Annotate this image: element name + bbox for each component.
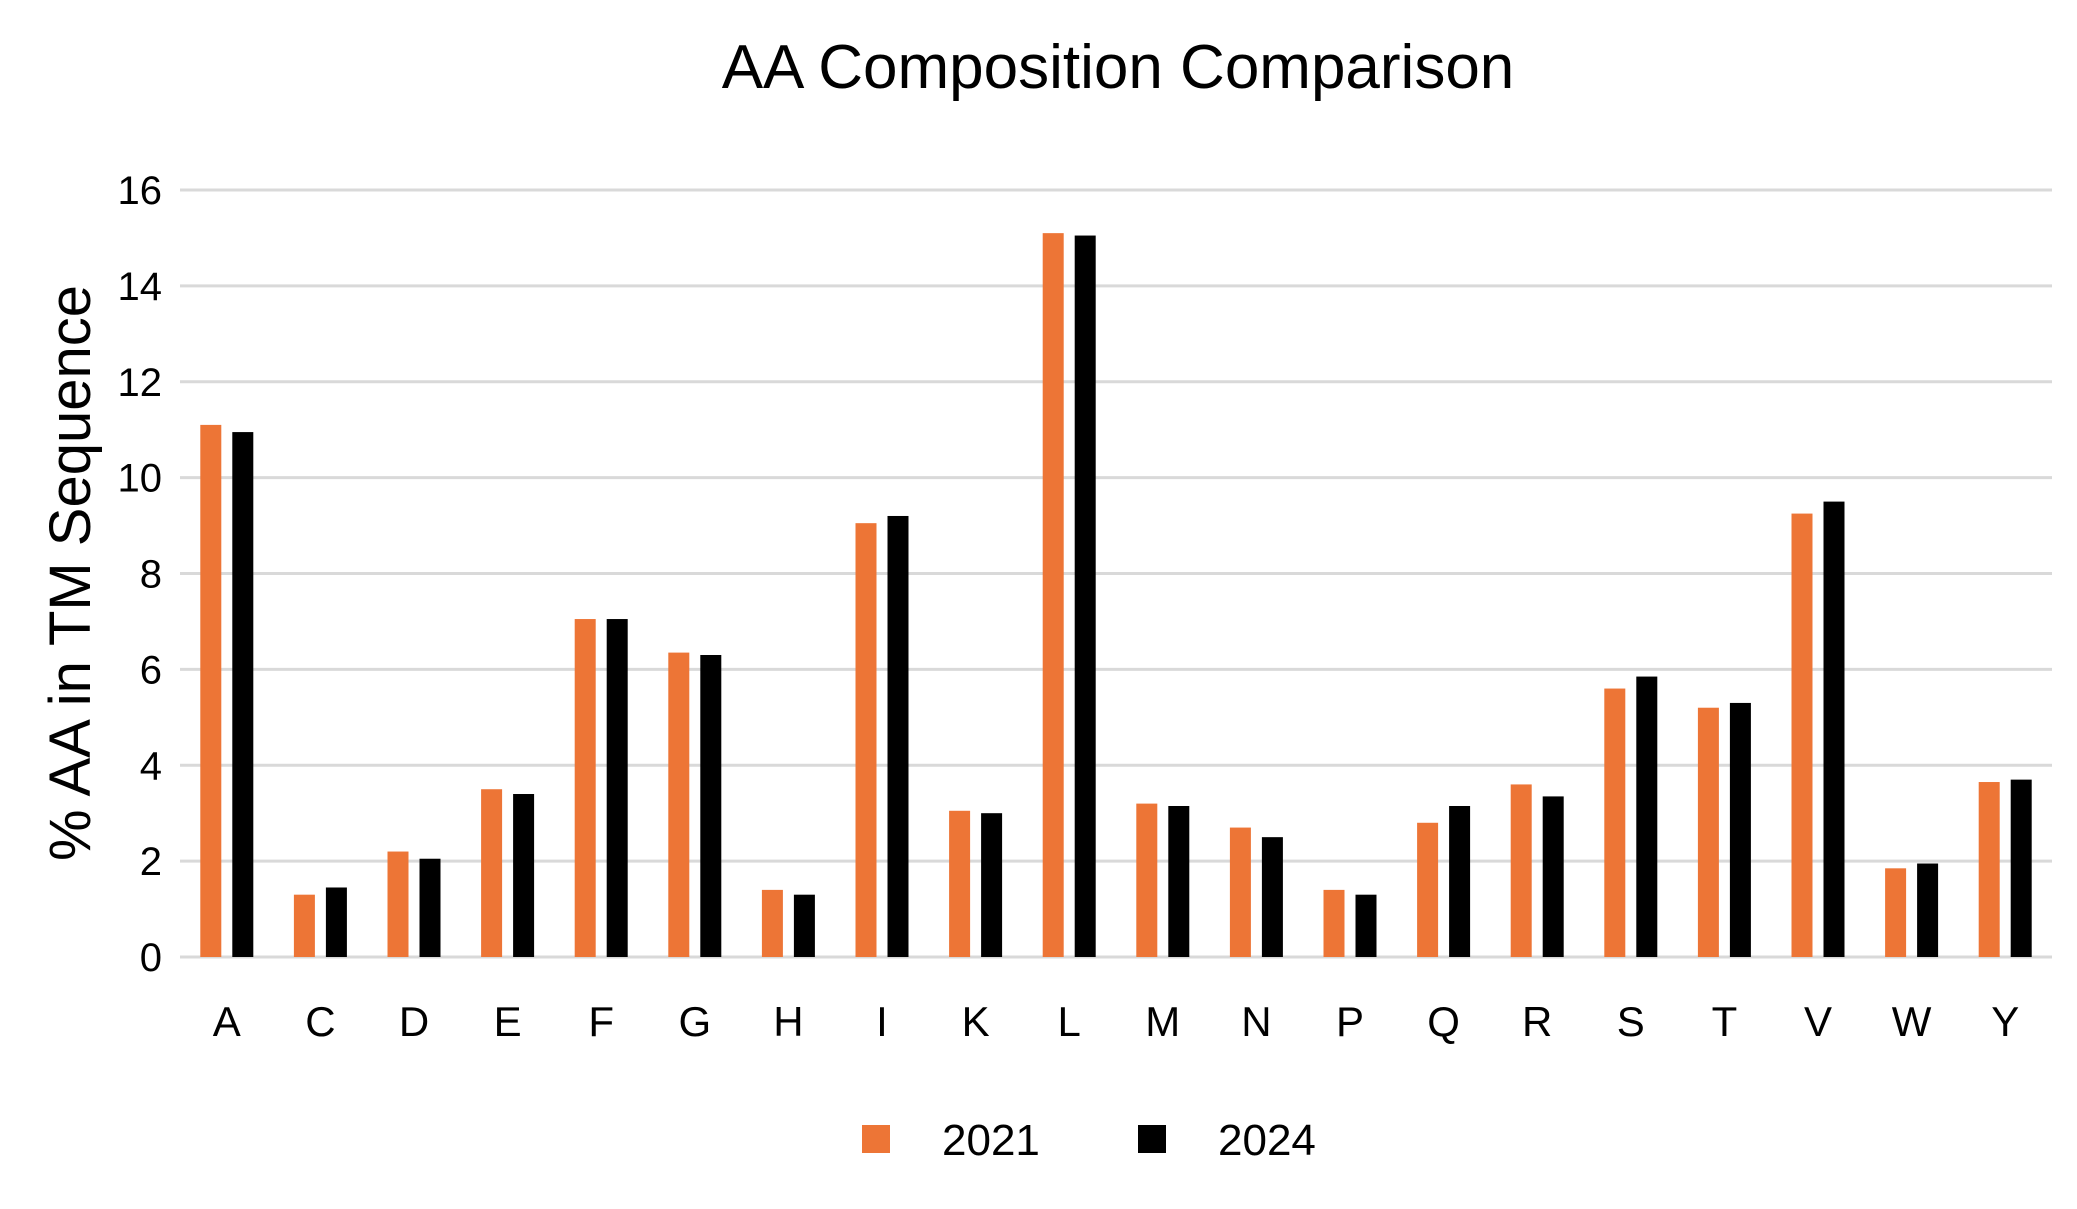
legend-swatch-2021 (862, 1125, 890, 1153)
bar-2024-F (606, 619, 628, 957)
bar-2024-H (793, 894, 815, 957)
bar-2021-Q (1417, 822, 1439, 957)
bar-2024-L (1074, 235, 1096, 957)
bar-2024-M (1168, 805, 1190, 957)
bar-2024-C (325, 887, 347, 957)
y-tick-label: 0 (140, 936, 162, 980)
x-tick-label: S (1617, 998, 1645, 1045)
bar-2021-I (855, 523, 877, 957)
x-tick-label: A (213, 998, 241, 1045)
bar-2024-W (1917, 863, 1939, 957)
bar-2024-I (887, 515, 909, 957)
bar-2021-N (1229, 827, 1251, 957)
bar-2021-A (200, 424, 222, 957)
bar-2024-D (419, 858, 441, 957)
x-tick-label: C (305, 998, 335, 1045)
gridlines (180, 188, 2052, 959)
y-tick-label: 12 (118, 361, 163, 405)
bar-2021-E (481, 789, 503, 957)
bar-2021-K (949, 810, 971, 957)
bar-2024-V (1823, 501, 1845, 957)
bar-2021-V (1791, 513, 1813, 957)
legend-swatch-2024 (1138, 1125, 1166, 1153)
x-tick-label: G (678, 998, 711, 1045)
x-tick-label: I (876, 998, 888, 1045)
x-tick-label: F (588, 998, 614, 1045)
bar-2024-E (513, 794, 535, 957)
bar-2024-T (1729, 702, 1751, 957)
bar-2021-H (761, 889, 783, 957)
bar-2021-R (1510, 784, 1532, 957)
x-tick-label: T (1712, 998, 1738, 1045)
legend-label-2024: 2024 (1218, 1116, 1316, 1165)
bar-2021-P (1323, 889, 1345, 957)
x-tick-label: R (1522, 998, 1552, 1045)
bar-2024-A (232, 432, 254, 958)
x-tick-label: Y (1991, 998, 2019, 1045)
y-tick-label: 8 (140, 553, 162, 597)
x-tick-label: D (399, 998, 429, 1045)
bar-2021-G (668, 652, 690, 957)
bar-2021-Y (1978, 782, 2000, 957)
x-tick-label: H (773, 998, 803, 1045)
bar-2024-K (981, 813, 1003, 957)
bar-2021-T (1697, 707, 1719, 957)
legend: 2021 2024 (862, 1116, 1316, 1165)
x-tick-label: K (962, 998, 990, 1045)
x-tick-label: E (494, 998, 522, 1045)
y-tick-label: 16 (118, 169, 163, 213)
x-tick-label: Q (1427, 998, 1460, 1045)
y-tick-label: 14 (118, 265, 163, 309)
bar-2024-Y (2010, 779, 2032, 957)
y-tick-label: 6 (140, 648, 162, 692)
bar-2021-L (1042, 233, 1064, 958)
bar-2024-Q (1449, 805, 1471, 957)
y-axis-ticks: 0 2 4 6 8 10 12 14 16 (118, 169, 163, 980)
bar-2021-C (293, 894, 315, 957)
bar-2021-S (1604, 688, 1626, 957)
bar-2021-M (1136, 803, 1158, 957)
bar-2024-S (1636, 676, 1658, 957)
x-tick-label: V (1804, 998, 1832, 1045)
y-tick-label: 2 (140, 840, 162, 884)
bar-2021-F (574, 619, 596, 957)
bar-2021-D (387, 851, 409, 957)
x-tick-label: L (1058, 998, 1081, 1045)
bar-2024-N (1261, 837, 1283, 957)
bar-2021-W (1885, 868, 1907, 957)
y-tick-label: 4 (140, 744, 162, 788)
chart-title: AA Composition Comparison (722, 33, 1515, 102)
y-axis-label: % AA in TM Sequence (38, 285, 103, 861)
x-tick-label: W (1892, 998, 1932, 1045)
bar-2024-G (700, 654, 722, 957)
x-tick-label: N (1241, 998, 1271, 1045)
legend-label-2021: 2021 (942, 1116, 1040, 1165)
x-tick-label: P (1336, 998, 1364, 1045)
x-tick-label: M (1145, 998, 1180, 1045)
bar-2024-R (1542, 796, 1564, 957)
y-tick-label: 10 (118, 457, 163, 501)
bars (200, 233, 2032, 958)
bar-2024-P (1355, 894, 1377, 957)
